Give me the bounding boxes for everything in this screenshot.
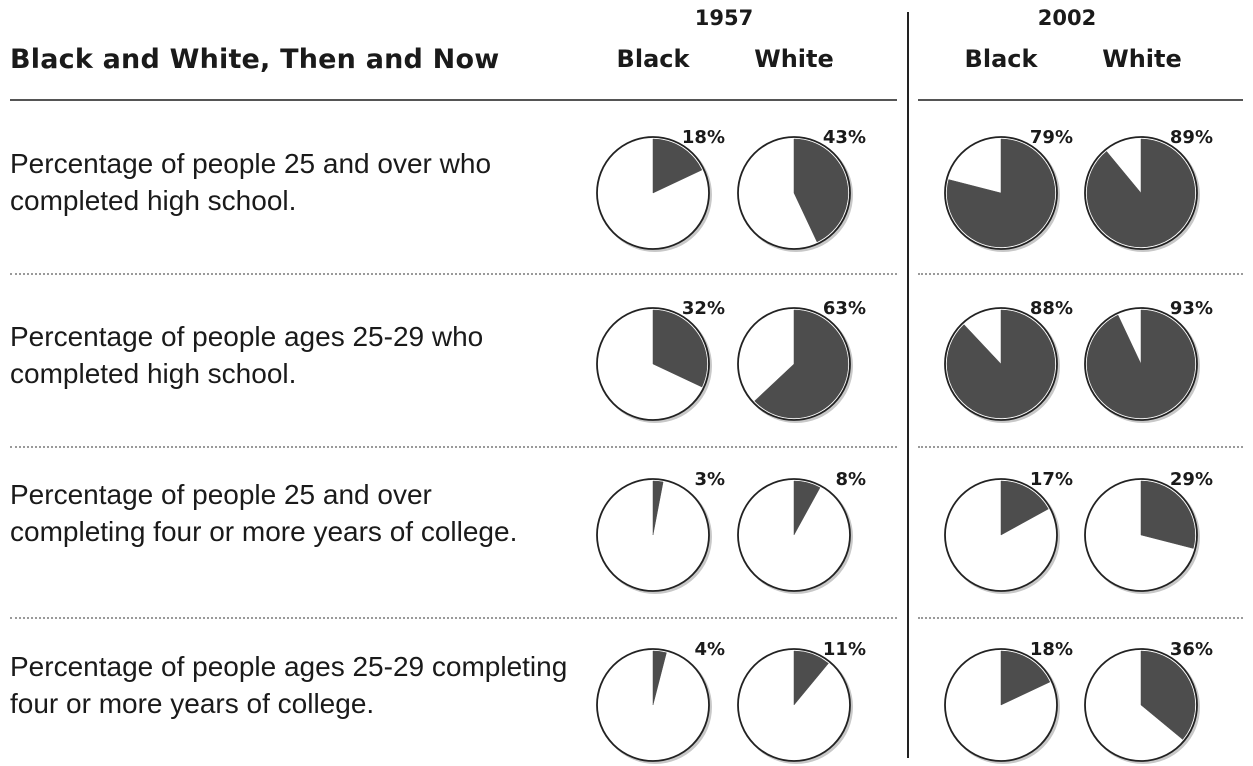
pie-slice [1140,650,1196,740]
column-1957-white: White [754,45,834,73]
row-label-hs-25-over: Percentage of people 25 and over who com… [10,148,492,216]
pie-slice [652,650,667,706]
pie-row2-1957-white: 63% [737,298,866,423]
pie-slice [793,650,829,706]
column-1957-black: Black [616,45,690,73]
pie-slice [946,138,1056,248]
row-separator [10,446,897,448]
pie-row1-1957-white: 43% [737,127,866,252]
pie-row2-1957-black: 32% [596,298,725,423]
pie-value-label: 11% [823,639,866,660]
pie-row3-1957-black: 3% [596,469,725,594]
row-separator [918,446,1243,448]
pie-value-label: 89% [1170,127,1213,148]
pie-slice [793,138,849,243]
pie-row3-2002-white: 29% [1084,469,1213,594]
pie-slice [1000,480,1049,536]
column-2002-white: White [1102,45,1182,73]
pie-slice [1000,650,1051,706]
pie-slice [754,309,849,419]
pie-row3-1957-white: 8% [737,469,866,594]
row-separator [10,617,897,619]
pie-value-label: 79% [1030,127,1073,148]
pie-slice [793,480,821,536]
pie-value-label: 18% [682,127,725,148]
pie-row2-2002-white: 93% [1084,298,1213,423]
pie-slice [652,138,703,194]
row-separator [10,273,897,275]
year-2002: 2002 [1037,6,1097,30]
pie-row4-2002-white: 36% [1084,639,1213,764]
row-label-college-25-29: Percentage of people ages 25-29 completi… [10,651,568,719]
pie-value-label: 4% [694,639,725,660]
pie-value-label: 29% [1170,469,1213,490]
row-separator [918,617,1243,619]
pie-value-label: 8% [835,469,866,490]
column-2002-black: Black [964,45,1038,73]
pie-value-label: 3% [694,469,725,490]
pie-row4-2002-black: 18% [944,639,1073,764]
pie-slice [946,309,1056,419]
pie-value-label: 43% [823,127,866,148]
pie-row4-1957-white: 11% [737,639,866,764]
pie-row1-2002-black: 79% [944,127,1073,252]
pie-slice [652,309,708,388]
pie-value-label: 17% [1030,469,1073,490]
row-separator [918,273,1243,275]
pie-row2-2002-black: 88% [944,298,1073,423]
header-rule-left [10,99,897,101]
pie-slice [652,480,664,536]
pie-row1-2002-white: 89% [1084,127,1213,252]
row-label-hs-25-29: Percentage of people ages 25-29 who comp… [10,321,484,389]
pie-value-label: 18% [1030,639,1073,660]
pie-slice [1086,309,1196,419]
header-rule-right [918,99,1243,101]
row-label-college-25-over: Percentage of people 25 and over complet… [10,479,518,547]
pie-value-label: 88% [1030,298,1073,319]
year-1957: 1957 [694,6,754,30]
pie-value-label: 36% [1170,639,1213,660]
pie-value-label: 63% [823,298,866,319]
pie-value-label: 32% [682,298,725,319]
pie-slice [1086,138,1196,248]
pie-row3-2002-black: 17% [944,469,1073,594]
pie-row4-1957-black: 4% [596,639,725,764]
pie-slice [1140,480,1196,549]
year-divider [907,12,909,758]
pie-value-label: 93% [1170,298,1213,319]
chart-title: Black and White, Then and Now [10,44,500,75]
pie-row1-1957-black: 18% [596,127,725,252]
